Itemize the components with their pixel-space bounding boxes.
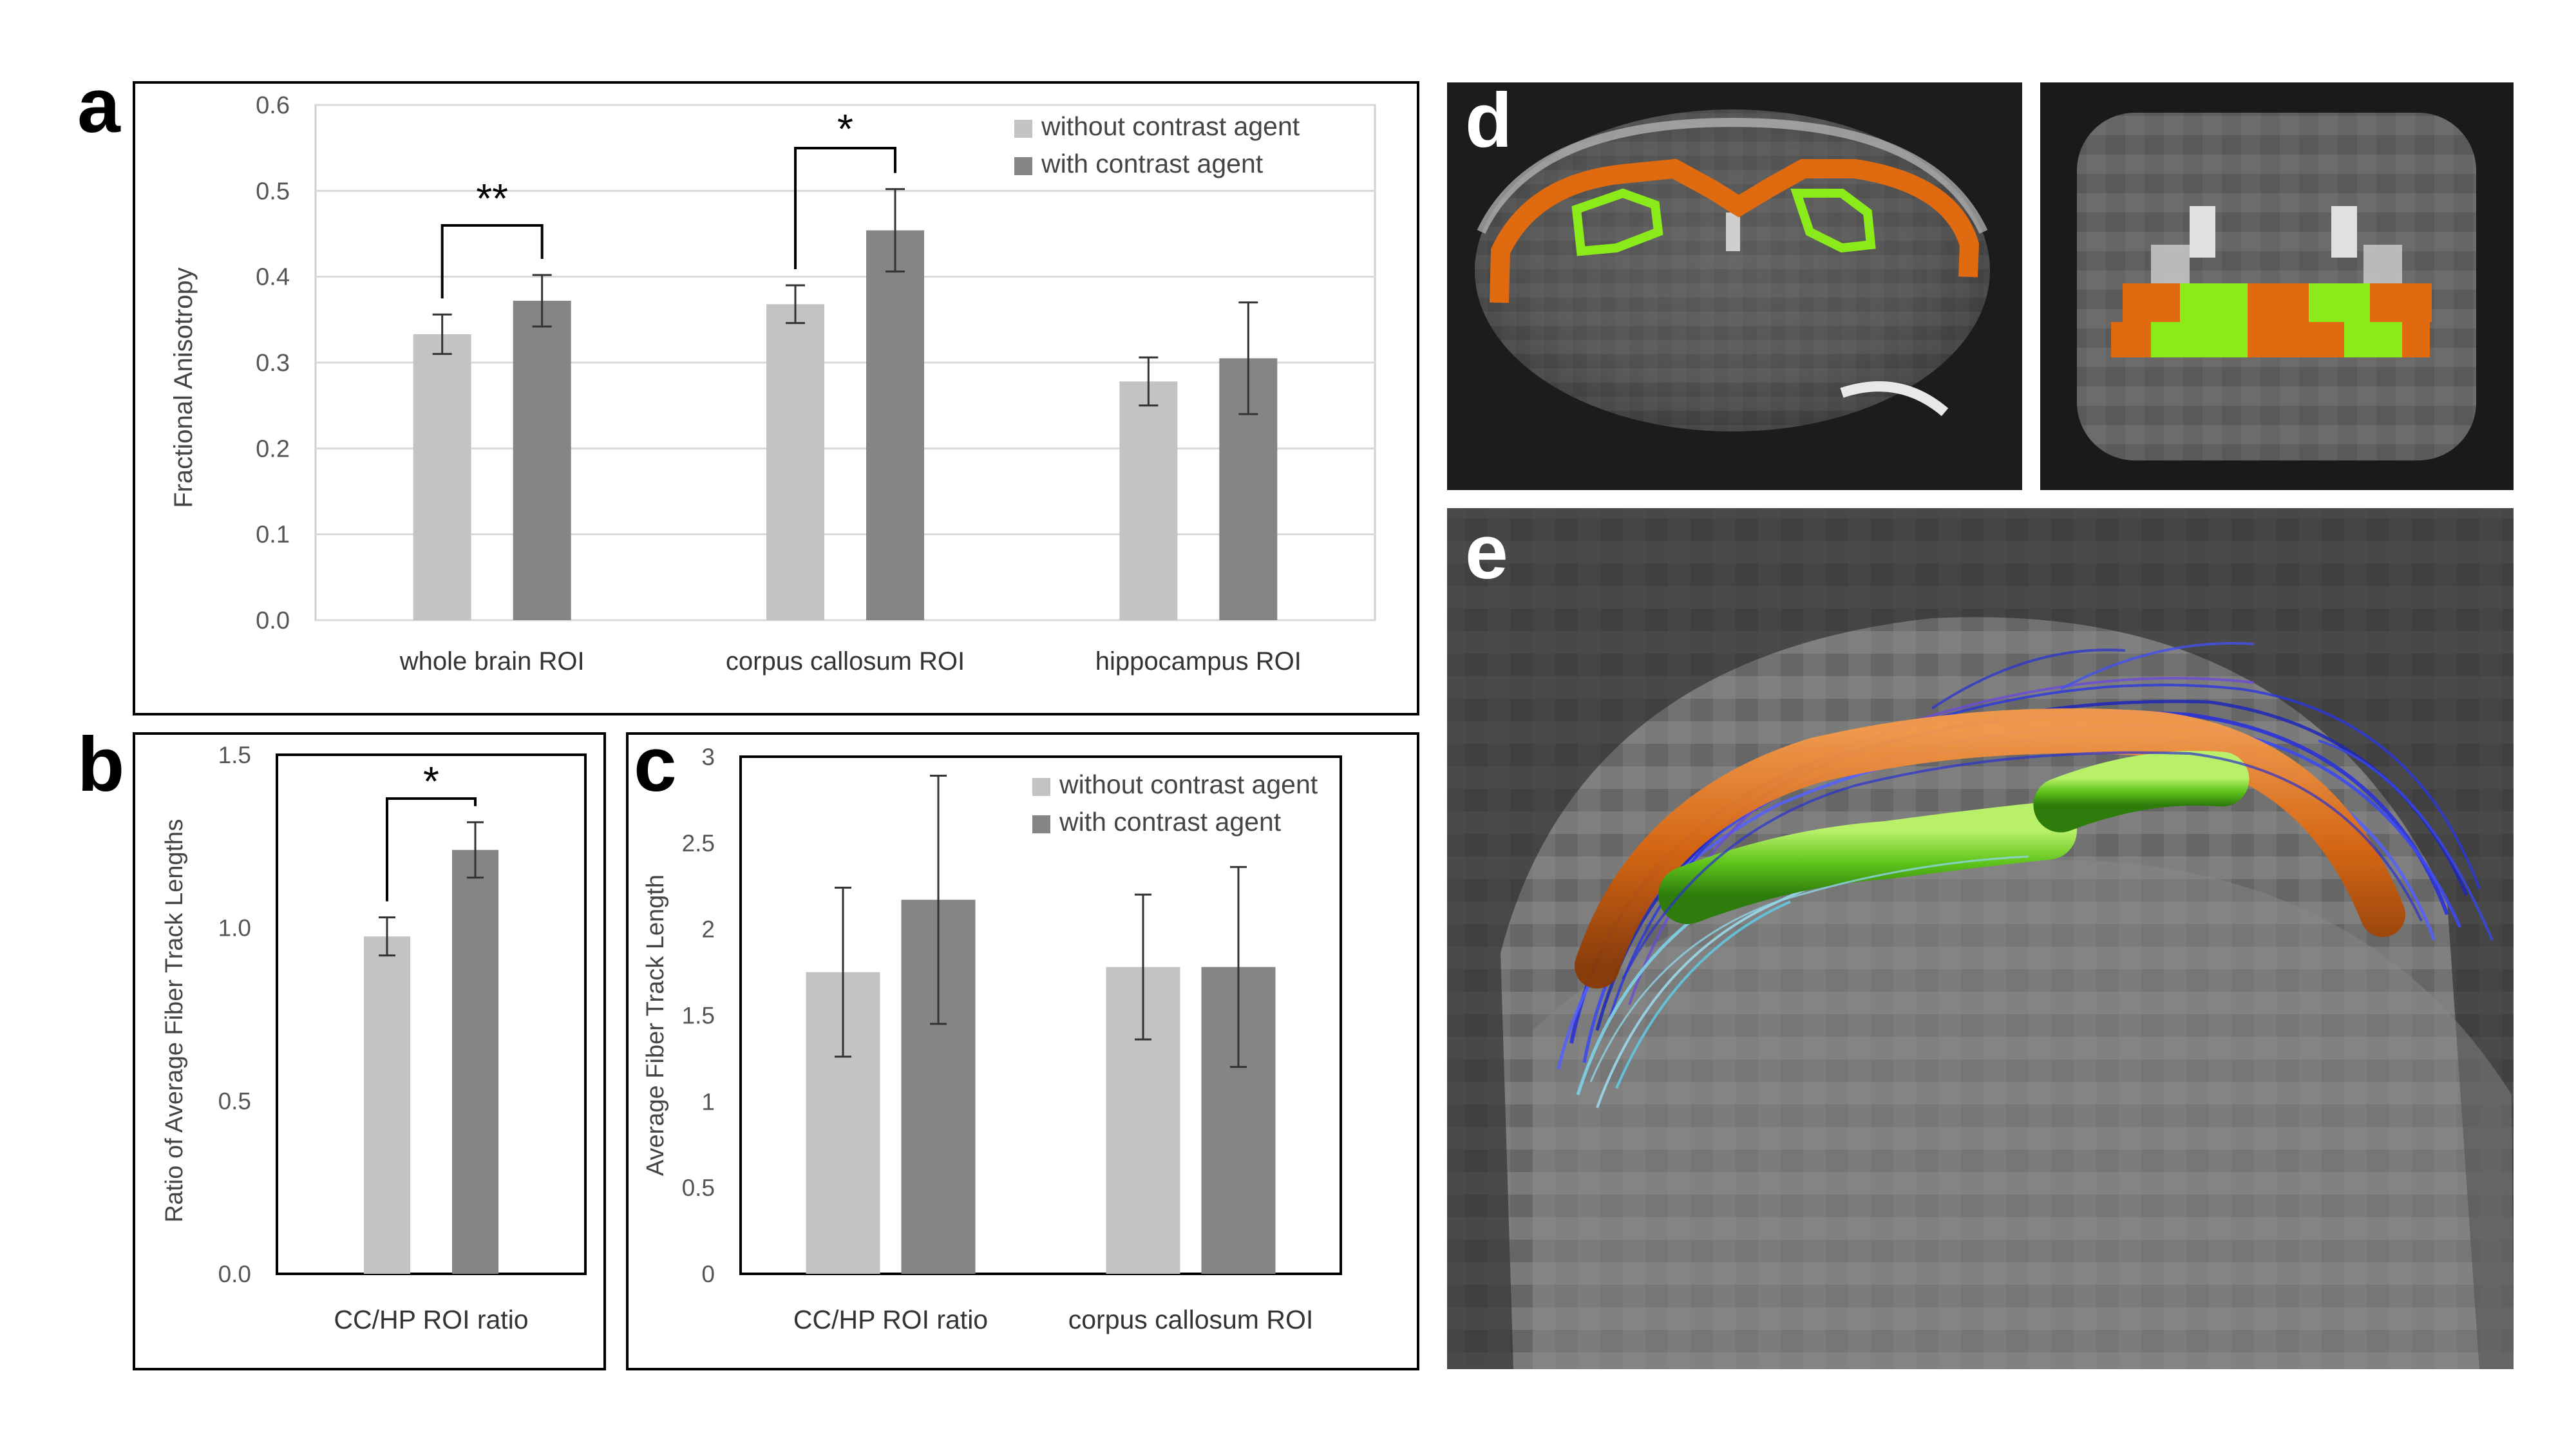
- panel-e-letter: e: [1465, 509, 1508, 595]
- panel-c-frame: [626, 732, 1419, 1370]
- chart-b: 0.0 0.5 1.0 1.5 CC/HP ROI ratio *: [218, 742, 587, 1334]
- legend-swatch: [1014, 157, 1032, 175]
- bar: [413, 334, 471, 620]
- legend-label: with contrast agent: [1059, 807, 1282, 837]
- y-tick-label: 1.5: [682, 1003, 715, 1029]
- legend-label: with contrast agent: [1041, 149, 1264, 178]
- bar: [452, 849, 498, 1274]
- bar: [513, 301, 571, 620]
- y-tick-label: 2: [701, 916, 715, 943]
- significance-label: *: [837, 106, 853, 152]
- tractography-render: [1447, 508, 2514, 1370]
- y-axis-label: Ratio of Average Fiber Track Lengths: [161, 819, 188, 1223]
- y-tick-label: 0.5: [256, 178, 290, 205]
- plot-area: [276, 753, 587, 1275]
- y-tick-label: 0.4: [256, 264, 290, 291]
- legend-label: without contrast agent: [1059, 770, 1318, 799]
- significance-label: **: [476, 175, 508, 222]
- y-tick-label: 0.1: [256, 522, 290, 549]
- bar: [766, 304, 824, 620]
- category-label: whole brain ROI: [399, 647, 585, 676]
- significance-bracket: [440, 224, 544, 299]
- y-axis-label: Fractional Anisotropy: [169, 267, 198, 508]
- panel-b: b Ratio of Average Fiber Track Lengths 0…: [77, 721, 606, 1370]
- category-label: CC/HP ROI ratio: [793, 1305, 988, 1334]
- significance-bracket: [794, 147, 896, 269]
- bar: [866, 230, 924, 621]
- y-tick-label: 0.0: [218, 1261, 251, 1287]
- panel-d: d: [1447, 77, 2514, 490]
- y-tick-label: 2.5: [682, 830, 715, 857]
- y-tick-label: 0: [701, 1261, 715, 1287]
- significance-label: *: [423, 758, 439, 804]
- bar: [1119, 381, 1178, 620]
- category-label: CC/HP ROI ratio: [334, 1305, 528, 1334]
- y-tick-label: 1.5: [218, 742, 251, 768]
- panel-a: a Fractional Anisotropy 0.00.10.20.30.40…: [77, 62, 1419, 715]
- bar: [364, 936, 410, 1274]
- y-tick-label: 3: [701, 744, 715, 770]
- legend-swatch: [1032, 815, 1050, 833]
- legend-swatch: [1032, 778, 1050, 796]
- legend-swatch: [1014, 120, 1032, 138]
- panel-c-letter: c: [634, 721, 677, 808]
- panel-c: c Average Fiber Track Length 0 0.5 1 1.5 2 2.…: [626, 721, 1419, 1370]
- category-label: hippocampus ROI: [1095, 647, 1302, 676]
- y-tick-label: 0.2: [256, 435, 290, 462]
- y-tick-label: 1: [701, 1088, 715, 1115]
- plot-area: [739, 755, 1342, 1275]
- panel-a-letter: a: [77, 62, 121, 149]
- legend-label: without contrast agent: [1041, 111, 1300, 141]
- mri-coronal-slice: [1447, 82, 2022, 490]
- category-label: corpus callosum ROI: [1068, 1305, 1314, 1334]
- y-tick-label: 0.5: [682, 1175, 715, 1201]
- panel-b-letter: b: [77, 721, 124, 808]
- significance-bracket: [386, 797, 477, 902]
- y-tick-label: 0.5: [218, 1088, 251, 1114]
- category-label: corpus callosum ROI: [726, 647, 965, 676]
- mri-axial-slice: [2040, 82, 2514, 490]
- panel-e: e: [1447, 508, 2514, 1370]
- chart-a: 0.0 0.1 0.2 0.3 0.4 0.5 0.6 whole brain ROI ** co…: [256, 92, 1376, 676]
- panel-d-letter: d: [1465, 77, 1512, 164]
- chart-c: 0 0.5 1 1.5 2 2.5 3 CC/HP ROI ratio corpus callo…: [682, 744, 1342, 1334]
- y-tick-label: 0.6: [256, 92, 290, 119]
- y-tick-label: 1.0: [218, 915, 251, 942]
- y-tick-label: 0.3: [256, 350, 290, 377]
- y-tick-label: 0.0: [256, 607, 290, 634]
- y-axis-label: Average Fiber Track Length: [642, 875, 669, 1176]
